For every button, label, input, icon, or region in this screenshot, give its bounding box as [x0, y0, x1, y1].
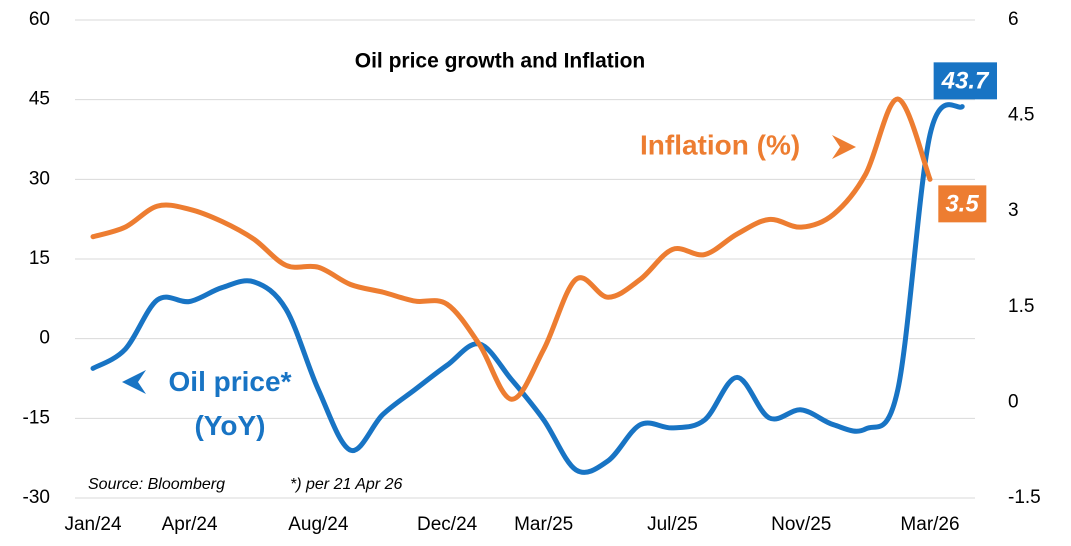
y2-tick-label: 1.5 [1008, 296, 1034, 317]
value-label-box [938, 185, 987, 223]
value-label: 43.7 [941, 67, 990, 94]
value-label: 3.5 [945, 190, 979, 217]
x-tick-label: Jan/24 [64, 514, 121, 535]
x-tick-label: Mar/25 [514, 514, 573, 535]
y-tick-label: 15 [29, 248, 50, 269]
y-tick-label: 0 [39, 328, 50, 349]
legend-label: Oil price* (YoY) [168, 366, 292, 441]
x-tick-label: Dec/24 [417, 514, 478, 535]
y2-tick-label: 3 [1008, 200, 1019, 221]
x-tick-label: Nov/25 [771, 514, 831, 535]
y-tick-label: 30 [29, 168, 50, 189]
footnote: *) per 21 Apr 26 [290, 476, 402, 493]
x-tick-label: Jul/25 [647, 514, 698, 535]
x-tick-label: Mar/26 [900, 514, 959, 535]
line [90, 102, 965, 475]
line [90, 96, 933, 402]
y-tick-label: 45 [29, 89, 50, 110]
source: Source: Bloomberg [88, 476, 225, 493]
y2-tick-label: 4.5 [1008, 105, 1034, 126]
y-tick-label: 60 [29, 9, 50, 30]
x-tick-label: Apr/24 [162, 514, 218, 535]
y-tick-label: -15 [23, 407, 50, 428]
x-tick-label: Aug/24 [288, 514, 349, 535]
y2-tick-label: 0 [1008, 391, 1019, 412]
legend-arrow [832, 135, 856, 159]
value-label-box [933, 62, 998, 100]
legend-arrow [122, 370, 146, 394]
y2-tick-label: 6 [1008, 9, 1019, 30]
y-tick-label: -30 [23, 487, 50, 508]
legend-label: Inflation (%) [640, 129, 800, 160]
y2-tick-label: -1.5 [1008, 487, 1041, 508]
chart-title: Oil price growth and Inflation [355, 50, 646, 73]
